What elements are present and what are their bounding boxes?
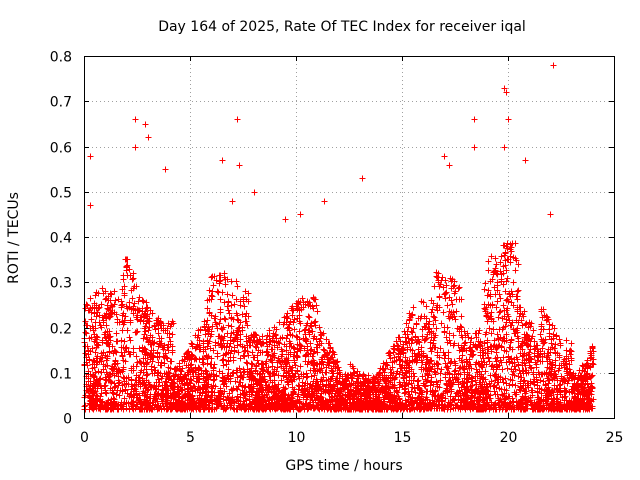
y-tick-label: 0.5 bbox=[50, 186, 72, 202]
data-point bbox=[501, 144, 508, 151]
data-point bbox=[132, 144, 139, 151]
data-point bbox=[236, 162, 243, 169]
x-tick-label: 0 bbox=[80, 430, 89, 446]
data-point bbox=[550, 62, 557, 69]
data-point bbox=[282, 216, 289, 223]
y-tick-label: 0.4 bbox=[50, 231, 72, 247]
data-point bbox=[503, 89, 510, 96]
data-point bbox=[87, 153, 94, 160]
data-point bbox=[297, 211, 304, 218]
y-tick-label: 0.2 bbox=[50, 322, 72, 338]
x-tick-label: 20 bbox=[500, 430, 518, 446]
data-point bbox=[522, 157, 529, 164]
data-point bbox=[234, 116, 241, 123]
y-tick-label: 0.8 bbox=[50, 50, 72, 66]
y-axis-label: ROTI / TECUs bbox=[6, 192, 22, 284]
data-point-cloud bbox=[81, 62, 597, 413]
data-point bbox=[505, 116, 512, 123]
x-axis-label: GPS time / hours bbox=[285, 458, 402, 474]
y-tick-label: 0.7 bbox=[50, 95, 72, 111]
y-tick-label: 0 bbox=[63, 412, 72, 428]
data-point bbox=[441, 153, 448, 160]
data-point bbox=[501, 85, 508, 92]
x-tick-label: 10 bbox=[288, 430, 306, 446]
data-points bbox=[81, 62, 597, 413]
data-point bbox=[219, 157, 226, 164]
data-point bbox=[321, 198, 328, 205]
x-tick-label: 5 bbox=[186, 430, 195, 446]
y-tick-label: 0.3 bbox=[50, 276, 72, 292]
data-point bbox=[547, 211, 554, 218]
data-point bbox=[229, 198, 236, 205]
data-point bbox=[471, 116, 478, 123]
data-point bbox=[162, 166, 169, 173]
x-tick-label: 15 bbox=[394, 430, 412, 446]
data-point bbox=[471, 144, 478, 151]
x-tick-label: 25 bbox=[606, 430, 624, 446]
axis-ticks: 0 5 10 15 20 25 0 0.1 0.2 0.3 0.4 0.5 0.6 0.7 0.8 bbox=[50, 50, 624, 447]
chart-title: Day 164 of 2025, Rate Of TEC Index for r… bbox=[158, 19, 526, 35]
data-point bbox=[145, 134, 152, 141]
y-tick-label: 0.1 bbox=[50, 367, 72, 383]
data-point bbox=[132, 116, 139, 123]
data-point bbox=[251, 189, 258, 196]
data-point bbox=[142, 121, 149, 128]
data-point bbox=[446, 162, 453, 169]
data-point bbox=[87, 202, 94, 209]
y-tick-label: 0.6 bbox=[50, 141, 72, 157]
data-point bbox=[359, 175, 366, 182]
